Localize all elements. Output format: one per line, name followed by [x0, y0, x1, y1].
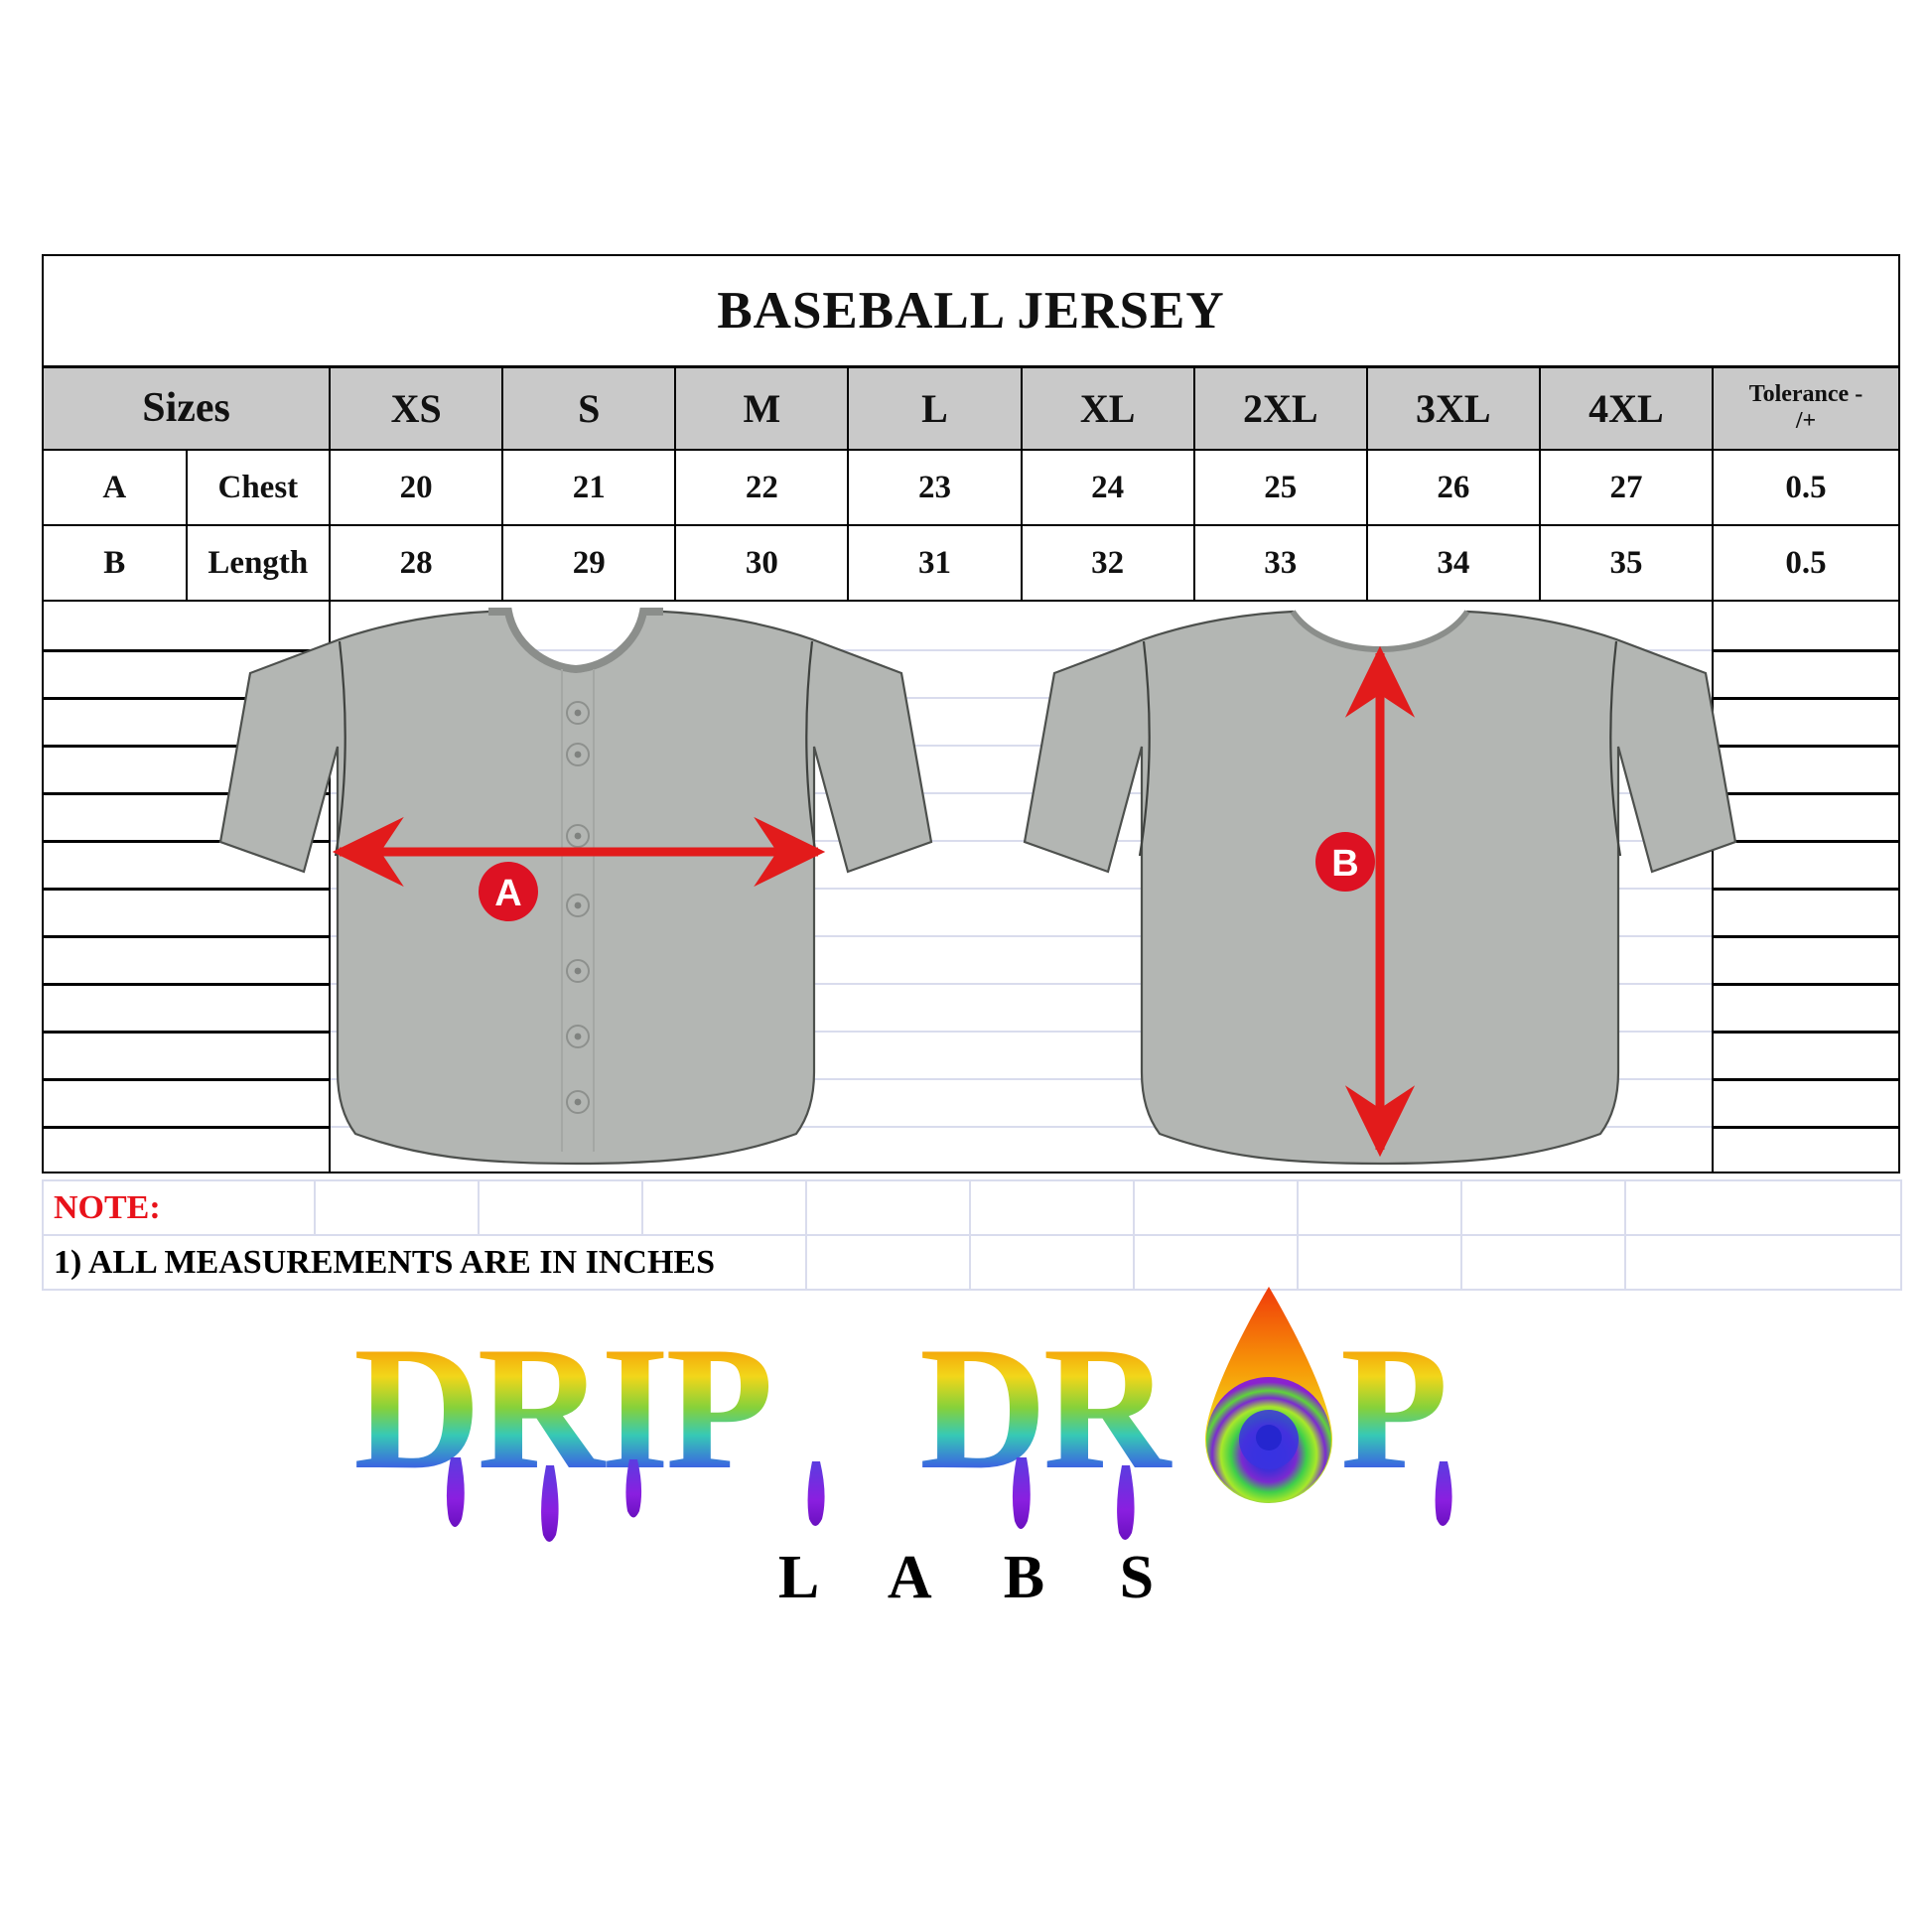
note-spacer-cell	[478, 1179, 643, 1236]
cell-chest-xl: 24	[1020, 449, 1195, 526]
note-label: NOTE:	[42, 1179, 316, 1236]
header-size-3xl: 3XL	[1365, 365, 1541, 451]
cell-chest-2xl: 25	[1192, 449, 1368, 526]
cell-chest-s: 21	[501, 449, 677, 526]
drip-shape	[541, 1465, 559, 1542]
cell-length-3xl: 34	[1365, 524, 1541, 602]
header-size-4xl: 4XL	[1538, 365, 1715, 451]
note-spacer-cell	[1133, 1234, 1299, 1291]
note-spacer-cell	[1297, 1179, 1462, 1236]
note-spacer-cell	[805, 1234, 971, 1291]
note-label-row: NOTE:	[42, 1179, 1902, 1236]
drip-shape	[1012, 1457, 1031, 1529]
right-gutter-rules	[1714, 602, 1898, 1172]
note-table: NOTE: 1) ALL MEASUREMENTS ARE IN INCHES	[42, 1179, 1902, 1291]
note-text-row: 1) ALL MEASUREMENTS ARE IN INCHES	[42, 1234, 1902, 1291]
table-row: B Length 28 29 30 31 32 33 34 35 0.5	[42, 524, 1900, 602]
row-label-length: Length	[185, 524, 332, 602]
tie-dye-droplet-icon	[1205, 1287, 1332, 1503]
logo-drip-text: DRIP	[353, 1310, 769, 1506]
cell-length-xl: 32	[1020, 524, 1195, 602]
note-spacer-cell	[1624, 1179, 1902, 1236]
note-spacer-cell	[1624, 1234, 1902, 1291]
note-spacer-cell	[969, 1179, 1135, 1236]
size-chart-table-container: BASEBALL JERSEY Sizes XS S M L XL 2XL 3X…	[41, 254, 1900, 1173]
header-size-l: L	[847, 365, 1023, 451]
cell-chest-tolerance: 0.5	[1712, 449, 1900, 526]
cell-length-m: 30	[674, 524, 850, 602]
header-size-xl: XL	[1020, 365, 1195, 451]
cell-chest-3xl: 26	[1365, 449, 1541, 526]
cell-length-l: 31	[847, 524, 1023, 602]
drip-shape	[446, 1457, 465, 1527]
note-line-1: 1) ALL MEASUREMENTS ARE IN INCHES	[42, 1234, 807, 1291]
header-size-m: M	[674, 365, 850, 451]
logo-word-drop: DR P	[919, 1287, 1452, 1540]
note-section: NOTE: 1) ALL MEASUREMENTS ARE IN INCHES	[42, 1179, 1902, 1291]
drip-shape	[1117, 1465, 1135, 1540]
note-spacer-cell	[1133, 1179, 1299, 1236]
drip-shape	[807, 1461, 825, 1526]
tolerance-line-2: /+	[1795, 408, 1817, 435]
table-title-row: BASEBALL JERSEY	[42, 254, 1900, 368]
row-code-a: A	[42, 449, 188, 526]
note-spacer-cell	[1460, 1234, 1626, 1291]
cell-length-s: 29	[501, 524, 677, 602]
illustration-left-gutter	[41, 600, 332, 1173]
row-label-chest: Chest	[185, 449, 332, 526]
cell-length-tolerance: 0.5	[1712, 524, 1900, 602]
header-sizes: Sizes	[41, 365, 332, 451]
header-size-xs: XS	[329, 365, 504, 451]
header-size-s: S	[501, 365, 677, 451]
note-spacer-cell	[314, 1179, 480, 1236]
table-header-row: Sizes XS S M L XL 2XL 3XL 4XL Tolerance …	[41, 365, 1900, 451]
header-size-2xl: 2XL	[1192, 365, 1368, 451]
row-code-b: B	[42, 524, 188, 602]
cell-chest-l: 23	[847, 449, 1023, 526]
logo-word-drip: DRIP	[353, 1310, 825, 1542]
note-spacer-cell	[641, 1179, 807, 1236]
cell-length-2xl: 33	[1192, 524, 1368, 602]
left-gutter-rules	[44, 602, 330, 1172]
note-spacer-cell	[969, 1234, 1135, 1291]
note-spacer-cell	[1460, 1179, 1626, 1236]
drip-shape	[1435, 1461, 1452, 1526]
page-title: BASEBALL JERSEY	[42, 254, 1900, 368]
tolerance-line-1: Tolerance -	[1748, 380, 1863, 407]
logo-subtitle: L A B S	[777, 1544, 1184, 1611]
illustration-right-gutter	[1712, 600, 1900, 1173]
cell-chest-xs: 20	[329, 449, 504, 526]
header-tolerance: Tolerance - /+	[1712, 365, 1900, 451]
illustration-row	[41, 600, 1900, 1173]
cell-chest-m: 22	[674, 449, 850, 526]
logo-drop-prefix-text: DR	[919, 1310, 1173, 1506]
brand-logo: DRIP DR P	[0, 1281, 1932, 1611]
logo-drop-suffix-text: P	[1340, 1310, 1445, 1506]
cell-length-xs: 28	[329, 524, 504, 602]
drip-shape	[625, 1459, 642, 1518]
drip-drop-logo-svg: DRIP DR P	[353, 1287, 1452, 1542]
artwork-faint-rules	[331, 602, 1712, 1172]
cell-chest-4xl: 27	[1538, 449, 1715, 526]
cell-length-4xl: 35	[1538, 524, 1715, 602]
table-row: A Chest 20 21 22 23 24 25 26 27 0.5	[42, 449, 1900, 526]
note-spacer-cell	[1297, 1234, 1462, 1291]
note-spacer-cell	[805, 1179, 971, 1236]
size-chart-table: BASEBALL JERSEY Sizes XS S M L XL 2XL 3X…	[41, 254, 1900, 1173]
illustration-artwork-cell	[329, 600, 1714, 1173]
